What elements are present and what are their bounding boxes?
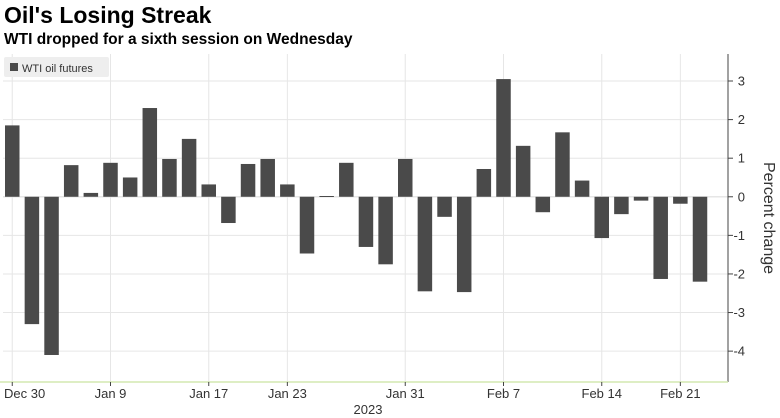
y-tick-label: 0: [738, 189, 745, 204]
bar: [181, 138, 197, 197]
bar: [692, 196, 708, 282]
axes: 3 2 1 0 -1 -2 -3 -4 Dec 30 Jan 9 Jan 17 Jan 23 Jan 3…: [0, 54, 745, 401]
bar: [496, 79, 511, 197]
chart-title: Oil's Losing Streak: [4, 2, 212, 28]
bar: [5, 125, 20, 197]
bars: [5, 79, 708, 355]
bar: [201, 184, 216, 197]
bar: [260, 158, 275, 197]
bar: [594, 196, 609, 239]
bar: [417, 196, 433, 292]
bar: [162, 158, 177, 197]
y-tick-label: 2: [738, 112, 745, 127]
bar: [633, 196, 649, 201]
x-tick-label: Jan 31: [386, 386, 425, 401]
bar: [83, 192, 99, 197]
y-tick-label: -1: [733, 228, 745, 243]
x-tick-label: Feb 14: [582, 386, 622, 401]
bar: [456, 196, 472, 293]
x-tick-label: Jan 9: [95, 386, 127, 401]
bar: [280, 184, 295, 197]
bar: [299, 196, 315, 254]
bar: [398, 158, 413, 197]
bar: [614, 196, 629, 215]
y-axis-label: Percent change: [760, 162, 777, 274]
bar: [142, 108, 158, 197]
y-tick-label: 1: [738, 151, 745, 166]
legend: WTI oil futures: [4, 57, 109, 77]
bar: [555, 132, 570, 197]
bar: [437, 196, 452, 217]
legend-label: WTI oil futures: [22, 63, 93, 75]
x-tick-label: Jan 23: [268, 386, 307, 401]
bar: [476, 168, 492, 197]
legend-swatch: [10, 63, 18, 71]
y-tick-label: -2: [733, 266, 745, 281]
y-tick-label: 3: [738, 74, 745, 89]
bar: [574, 180, 590, 197]
legend-background: [4, 57, 109, 77]
bar: [44, 196, 59, 355]
bar: [653, 196, 668, 279]
x-tick-label: Jan 17: [189, 386, 228, 401]
y-tick-label: -3: [733, 305, 745, 320]
x-tick-label: Feb 21: [660, 386, 700, 401]
bar: [221, 196, 236, 224]
bar: [378, 196, 393, 265]
x-tick-label: Dec 30: [4, 386, 45, 401]
bar: [122, 177, 138, 197]
bar: [535, 196, 551, 213]
x-axis-label: 2023: [354, 402, 383, 417]
bar: [240, 163, 256, 197]
bar: [515, 145, 531, 197]
bar: [339, 162, 354, 197]
bar: [358, 196, 374, 247]
bar: [319, 196, 334, 198]
x-tick-label: Feb 7: [487, 386, 520, 401]
bar: [63, 165, 79, 197]
bar: [673, 196, 688, 204]
chart-subtitle: WTI dropped for a sixth session on Wedne…: [4, 31, 353, 48]
y-tick-label: -4: [733, 344, 745, 359]
bar: [103, 162, 118, 197]
bar: [24, 196, 40, 325]
